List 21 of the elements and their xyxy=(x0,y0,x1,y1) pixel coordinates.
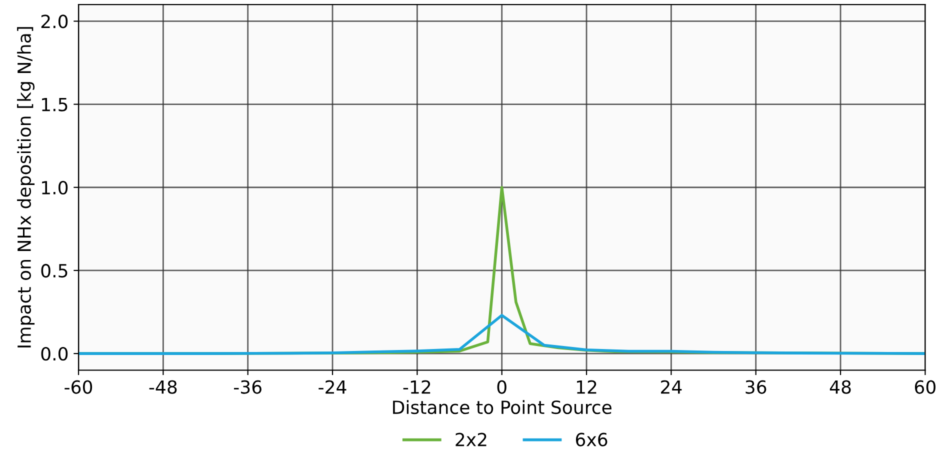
y-tick-label: 2.0 xyxy=(41,14,68,28)
legend-label: 6x6 xyxy=(576,432,608,446)
x-tick-label: 36 xyxy=(746,380,766,394)
y-tick-label: 0.5 xyxy=(41,264,68,278)
y-tick-label: 1.0 xyxy=(42,180,68,194)
legend-label: 2x2 xyxy=(456,432,486,446)
x-tick-label: 0 xyxy=(497,380,506,394)
x-tick-label: -12 xyxy=(403,380,430,394)
x-tick-label: -24 xyxy=(318,380,346,394)
y-tick-label: 0.0 xyxy=(41,347,68,361)
x-axis-title: Distance to Point Source xyxy=(393,400,612,414)
y-tick-label: 1.5 xyxy=(42,98,68,112)
x-tick-label: 48 xyxy=(830,380,851,394)
x-tick-label: -60 xyxy=(64,380,92,394)
x-tick-label: 24 xyxy=(661,380,682,394)
line-series xyxy=(78,314,926,355)
y-axis-title: Impact on NHx deposition [kg N/ha] xyxy=(17,27,35,348)
x-tick-label: 12 xyxy=(577,380,596,394)
x-tick-label: 60 xyxy=(914,380,936,394)
x-tick-label: -36 xyxy=(234,380,262,394)
x-tick-label: -48 xyxy=(149,380,177,394)
